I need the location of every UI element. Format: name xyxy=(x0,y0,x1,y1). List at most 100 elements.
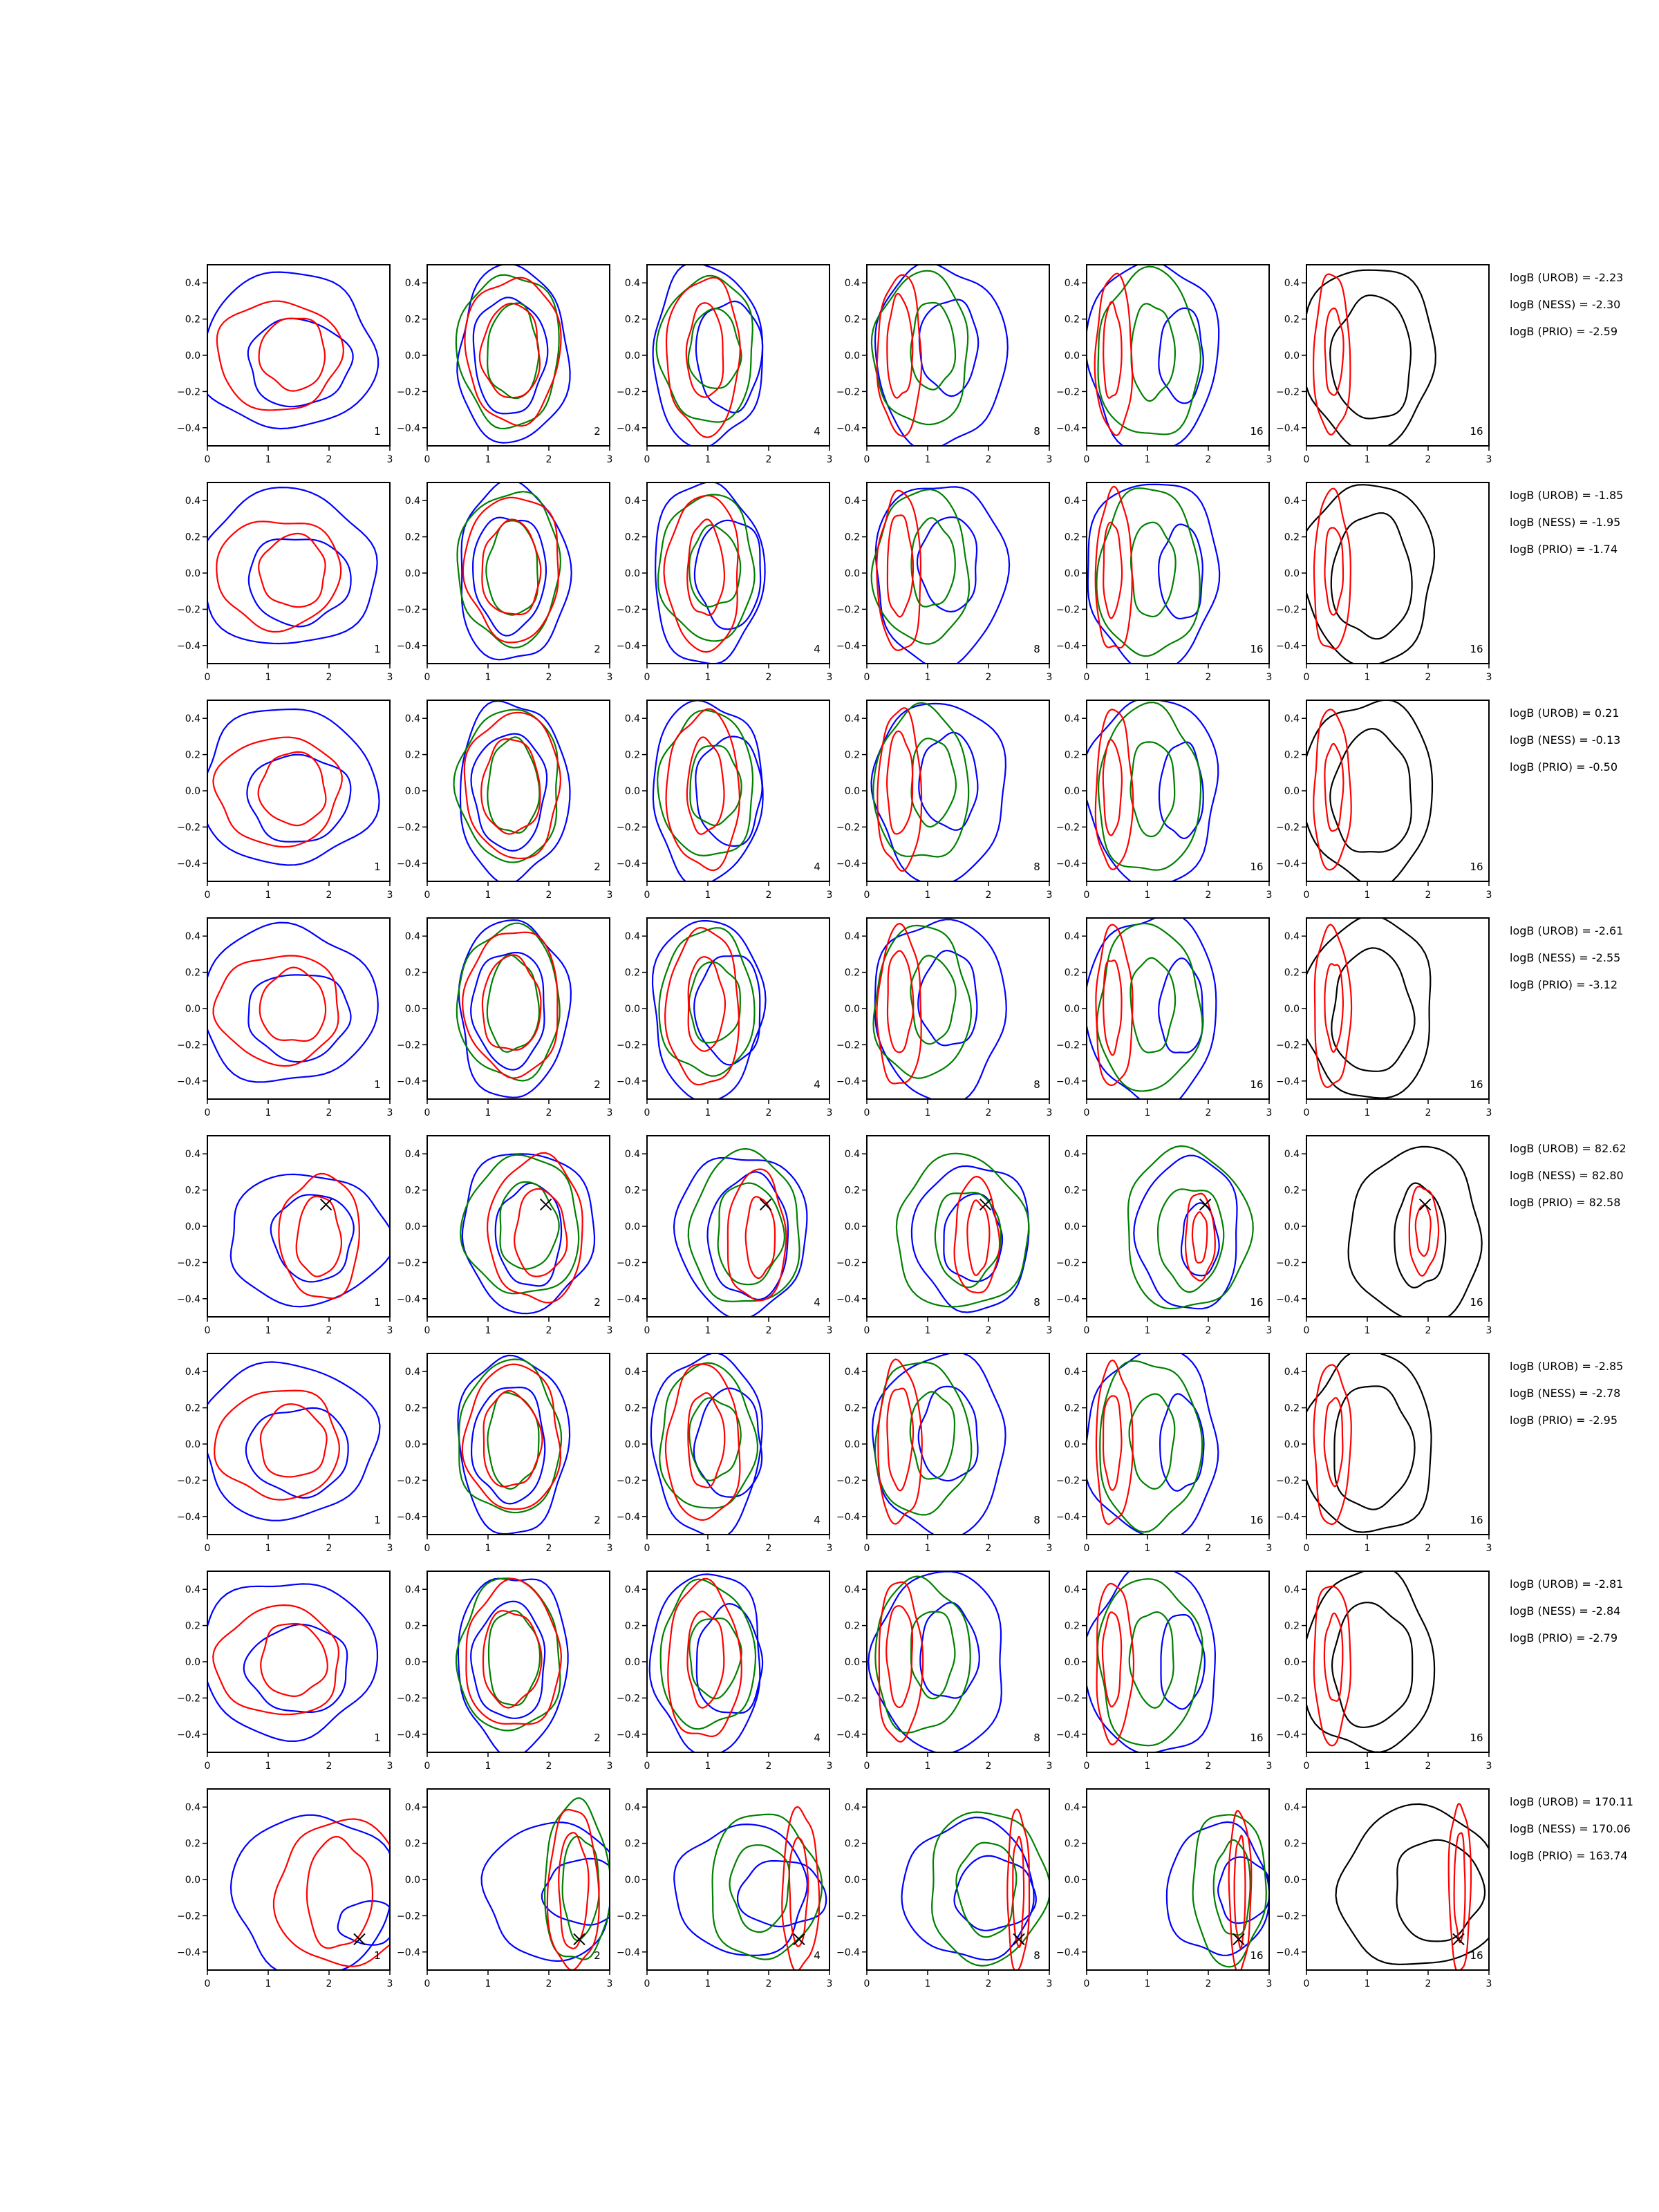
x-tick-label: 0 xyxy=(424,1325,431,1336)
axes-frame xyxy=(427,917,610,1100)
y-tick-label: 0.0 xyxy=(1284,1657,1300,1668)
x-tick-label: 3 xyxy=(827,1543,833,1554)
blue-contour xyxy=(1087,918,1217,1099)
panel-label: 8 xyxy=(1033,1732,1040,1744)
y-tick-label: −0.2 xyxy=(177,1693,200,1704)
y-tick-label: 0.0 xyxy=(625,1004,640,1015)
blue-contour xyxy=(1158,307,1204,404)
green-contour xyxy=(1099,1360,1203,1533)
y-tick-label: −0.4 xyxy=(836,1076,860,1087)
y-tick-label: 0.4 xyxy=(405,1802,420,1813)
x-tick-label: 1 xyxy=(925,890,931,901)
x-tick-label: 1 xyxy=(1365,1107,1371,1118)
red-contour xyxy=(482,1610,543,1709)
x-tick-label: 2 xyxy=(1425,1543,1432,1554)
panel-r6-c2: 2 0 1 2 3 0.4 0.2 0.0 −0.2 −0.4 xyxy=(397,1353,612,1554)
red-contour xyxy=(462,496,559,644)
blue-contour xyxy=(457,1577,569,1752)
y-tick-label: 0.0 xyxy=(845,1657,860,1668)
y-tick-label: 0.2 xyxy=(1284,315,1300,326)
x-tick-label: 0 xyxy=(644,672,650,683)
y-tick-label: −0.2 xyxy=(1056,386,1080,397)
y-tick-label: 0.2 xyxy=(1284,1403,1300,1414)
blue-contour xyxy=(695,735,763,847)
red-contour xyxy=(1094,485,1133,649)
x-tick-label: 2 xyxy=(1425,1107,1432,1118)
y-tick-label: −0.2 xyxy=(1276,822,1300,833)
y-tick-label: −0.4 xyxy=(1056,1730,1080,1741)
red-contour xyxy=(1006,1808,1031,1970)
y-tick-label: 0.2 xyxy=(405,1185,420,1197)
red-contour xyxy=(1228,1810,1253,1970)
red-contour xyxy=(212,955,339,1067)
x-tick-label: 2 xyxy=(766,1978,772,1989)
red-contour xyxy=(1095,924,1134,1087)
y-tick-label: −0.2 xyxy=(1276,1475,1300,1486)
y-tick-label: 0.2 xyxy=(625,1185,640,1197)
logb-annotation: logB (NESS) = -2.55 xyxy=(1510,951,1620,964)
x-tick-label: 2 xyxy=(546,672,552,683)
y-tick-label: 0.0 xyxy=(405,1004,420,1015)
x-tick-label: 0 xyxy=(205,454,211,465)
y-tick-label: 0.4 xyxy=(405,278,420,289)
red-contour xyxy=(214,1389,341,1501)
x-tick-label: 0 xyxy=(1304,890,1310,901)
red-contour xyxy=(486,1152,583,1304)
y-tick-label: 0.2 xyxy=(405,1839,420,1850)
logb-annotation: logB (NESS) = 170.06 xyxy=(1510,1822,1631,1835)
true-value-marker xyxy=(1452,1933,1465,1946)
blue-contour xyxy=(874,919,1007,1099)
true-value-marker xyxy=(1232,1933,1245,1946)
x-tick-label: 1 xyxy=(485,1543,491,1554)
red-contour xyxy=(665,276,741,438)
green-contour xyxy=(955,1841,1018,1938)
panel-r7-c3: 4 0 1 2 3 0.4 0.2 0.0 −0.2 −0.4 xyxy=(617,1571,832,1772)
x-tick-label: 2 xyxy=(986,1978,992,1989)
y-tick-label: 0.2 xyxy=(845,750,860,761)
red-contour xyxy=(216,521,342,633)
y-tick-label: −0.4 xyxy=(1056,1294,1080,1305)
y-tick-label: 0.4 xyxy=(845,1367,860,1378)
y-tick-label: 0.4 xyxy=(1284,1367,1300,1378)
x-tick-label: 0 xyxy=(205,672,211,683)
x-tick-label: 1 xyxy=(705,1978,711,1989)
panel-r6-c3: 4 0 1 2 3 0.4 0.2 0.0 −0.2 −0.4 xyxy=(617,1353,833,1554)
x-tick-label: 2 xyxy=(986,1107,992,1118)
logb-annotation: logB (PRIO) = -3.12 xyxy=(1510,978,1618,991)
x-tick-label: 3 xyxy=(607,890,613,901)
x-tick-label: 0 xyxy=(1084,1761,1090,1772)
x-tick-label: 0 xyxy=(864,1107,870,1118)
red-contour xyxy=(664,1363,741,1521)
y-tick-label: −0.2 xyxy=(1276,386,1300,397)
red-contour xyxy=(1094,272,1134,436)
x-tick-label: 0 xyxy=(864,454,870,465)
red-contour xyxy=(461,931,559,1079)
y-tick-label: 0.0 xyxy=(185,1221,200,1232)
x-tick-label: 2 xyxy=(1425,890,1432,901)
x-tick-label: 1 xyxy=(705,454,711,465)
y-tick-label: 0.2 xyxy=(1065,1839,1080,1850)
x-tick-label: 0 xyxy=(424,890,431,901)
true-value-marker xyxy=(979,1198,992,1211)
logb-annotation: logB (PRIO) = 163.74 xyxy=(1510,1849,1628,1862)
x-tick-label: 2 xyxy=(766,454,772,465)
y-tick-label: −0.2 xyxy=(1056,1040,1080,1051)
red-contour xyxy=(1313,273,1351,436)
x-tick-label: 1 xyxy=(1145,1978,1151,1989)
x-tick-label: 2 xyxy=(986,1325,992,1336)
y-tick-label: −0.4 xyxy=(1276,859,1300,870)
red-contour xyxy=(1313,1585,1352,1747)
x-tick-label: 1 xyxy=(265,890,272,901)
y-tick-label: 0.4 xyxy=(845,496,860,507)
panel-label: 1 xyxy=(374,1078,381,1091)
y-tick-label: 0.0 xyxy=(1065,568,1080,579)
x-tick-label: 1 xyxy=(705,1107,711,1118)
y-tick-label: 0.2 xyxy=(845,1839,860,1850)
red-contour xyxy=(1101,1611,1123,1707)
green-contour xyxy=(870,488,971,645)
x-tick-label: 3 xyxy=(1047,672,1053,683)
panel-label: 16 xyxy=(1250,425,1263,438)
panel-r7-c4: 8 0 1 2 3 0.4 0.2 0.0 −0.2 −0.4 xyxy=(836,1571,1052,1772)
x-tick-label: 3 xyxy=(1047,1761,1053,1772)
panel-r2-c1: 1 0 1 2 3 0.4 0.2 0.0 −0.2 −0.4 xyxy=(177,482,393,683)
